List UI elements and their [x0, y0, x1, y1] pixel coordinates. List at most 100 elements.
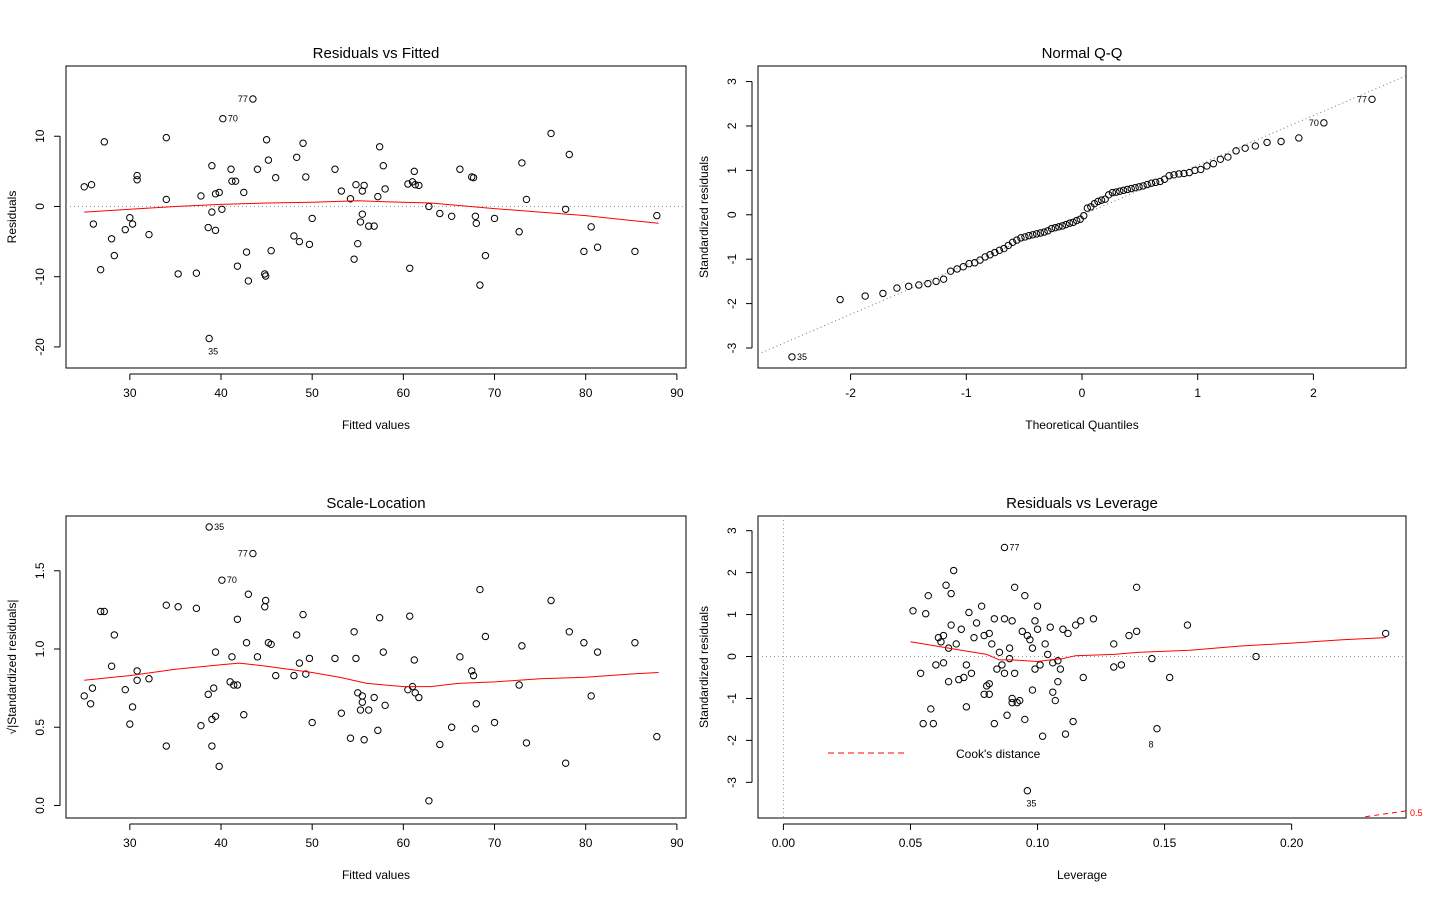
data-point — [1036, 661, 1044, 669]
data-point — [471, 725, 480, 733]
data-point — [1018, 627, 1026, 636]
data-point — [1056, 665, 1065, 673]
data-point — [565, 150, 573, 159]
plot-frame — [65, 515, 687, 819]
data-point — [88, 684, 97, 692]
x-tick-label: 0.05 — [899, 836, 923, 850]
data-point — [490, 214, 499, 223]
data-point — [1097, 196, 1106, 204]
data-point — [204, 223, 212, 232]
data-point — [993, 665, 1001, 673]
data-point — [350, 628, 358, 636]
data-point — [947, 589, 955, 598]
data-point — [100, 138, 108, 146]
data-point — [962, 661, 971, 669]
data-point — [1005, 644, 1014, 652]
data-point — [1010, 583, 1019, 592]
data-point — [1003, 711, 1011, 719]
data-point — [1028, 644, 1037, 652]
data-point — [96, 265, 105, 274]
data-point — [1381, 629, 1390, 638]
data-point — [1232, 147, 1240, 155]
data-point — [1041, 640, 1049, 648]
data-point — [998, 661, 1006, 669]
data-point — [1000, 669, 1009, 677]
x-axis-label: Theoretical Quantiles — [1025, 418, 1138, 432]
x-axis-label: Leverage — [1057, 868, 1107, 882]
data-point — [1125, 631, 1133, 640]
data-point — [133, 171, 141, 180]
data-point — [1032, 230, 1041, 238]
data-point — [121, 685, 129, 694]
data-point — [1089, 615, 1098, 623]
data-point — [262, 136, 271, 144]
data-point — [370, 222, 378, 230]
data-point — [233, 681, 242, 689]
data-point — [1008, 698, 1016, 707]
data-point — [1108, 188, 1117, 197]
data-point — [1049, 688, 1057, 696]
data-point — [210, 684, 218, 692]
data-point — [145, 675, 153, 683]
data-point — [1047, 224, 1056, 233]
data-point — [436, 740, 444, 749]
data-point — [240, 188, 248, 197]
data-point — [1023, 787, 1032, 795]
y-tick-label: 1 — [725, 167, 739, 174]
data-point — [972, 619, 981, 627]
data-point — [305, 240, 314, 249]
data-point — [1029, 231, 1037, 239]
qq-reference-line — [758, 75, 1406, 355]
data-point — [1069, 218, 1077, 227]
data-point — [365, 222, 373, 230]
data-point — [929, 719, 938, 728]
data-point — [1028, 686, 1037, 694]
data-point — [410, 167, 418, 176]
data-point — [937, 638, 945, 646]
data-point — [1005, 654, 1014, 663]
data-point — [1044, 227, 1052, 235]
data-point — [107, 235, 116, 243]
data-point — [133, 176, 141, 184]
data-point — [96, 607, 105, 616]
data-point — [231, 177, 240, 185]
data-point — [128, 703, 137, 711]
data-point — [481, 632, 490, 641]
data-point — [927, 705, 935, 713]
data-point — [337, 709, 346, 717]
data-point — [1008, 238, 1017, 247]
data-point — [228, 653, 236, 661]
data-point — [1175, 170, 1183, 178]
data-point — [308, 214, 316, 223]
data-point — [1026, 636, 1034, 644]
x-tick-label: 1 — [1194, 386, 1201, 400]
data-point — [904, 282, 913, 290]
data-point — [253, 165, 262, 173]
data-point — [587, 692, 595, 700]
data-point — [991, 248, 999, 257]
y-tick-label: -2 — [725, 298, 739, 309]
data-point — [295, 659, 304, 667]
smoother-line — [910, 637, 1386, 663]
data-point — [267, 247, 275, 255]
data-point — [374, 726, 382, 735]
data-point — [985, 690, 993, 698]
plot-frame — [65, 65, 687, 369]
cooks-contour-label: 0.5 — [1410, 808, 1423, 818]
data-point — [1004, 241, 1013, 250]
data-point — [565, 628, 573, 636]
data-point — [264, 156, 273, 164]
data-point — [471, 212, 480, 220]
data-point — [1110, 640, 1118, 648]
y-axis-label: √|Standardized residuals| — [5, 600, 19, 735]
data-point — [922, 610, 930, 618]
data-point — [365, 706, 373, 714]
data-point — [211, 190, 220, 198]
x-tick-label: 80 — [579, 836, 593, 850]
x-tick-label: 70 — [488, 386, 502, 400]
data-point — [244, 590, 253, 598]
y-tick-label: 2 — [725, 569, 739, 576]
data-point — [1277, 137, 1285, 146]
data-point — [522, 739, 531, 747]
data-point — [1008, 694, 1016, 703]
